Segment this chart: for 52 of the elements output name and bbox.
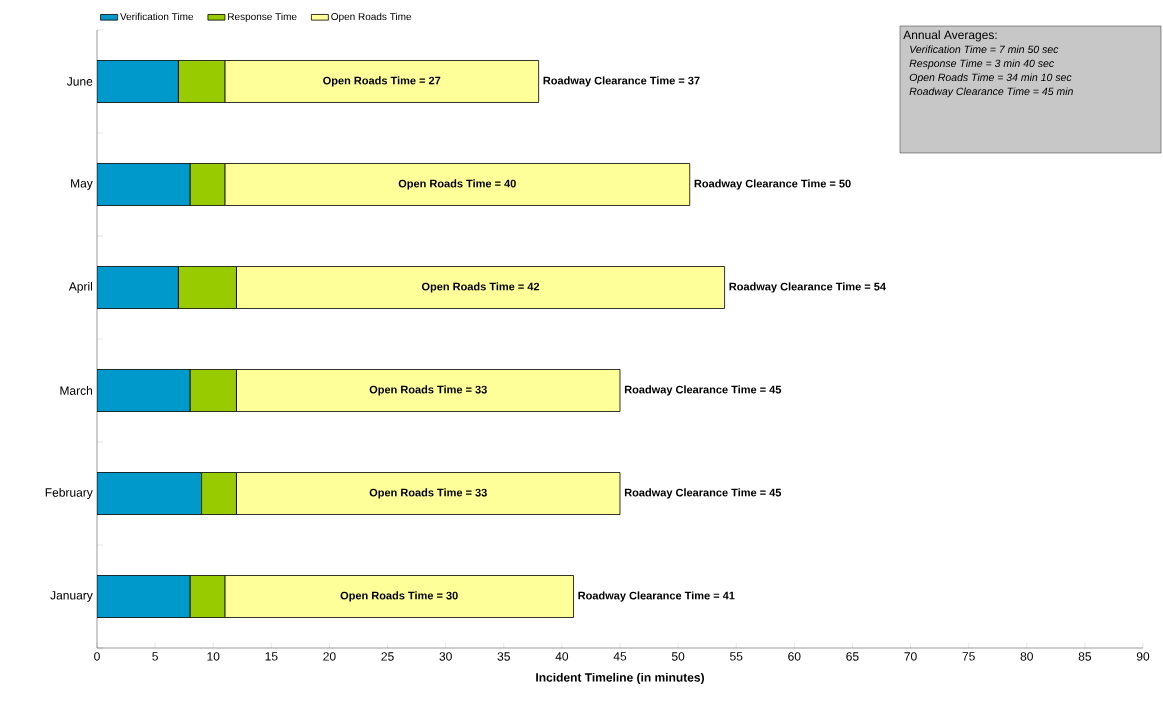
x-tick-label: 75 <box>962 652 975 661</box>
y-tick-label: April <box>68 281 92 294</box>
x-tick-label: 65 <box>846 652 859 661</box>
y-tick-label: May <box>71 179 93 190</box>
total-label: Roadway Clearance Time = 54 <box>729 282 886 293</box>
x-tick-label: 70 <box>904 652 917 661</box>
x-axis-title: Incident Timeline (in minutes) <box>536 672 704 685</box>
total-label: Roadway Clearance Time = 45 <box>624 385 782 396</box>
annotation: Annual Averages: <box>903 30 997 42</box>
bar <box>97 472 202 515</box>
total-label: Roadway Clearance Time = 50 <box>694 179 851 190</box>
x-tick-label: 50 <box>671 652 685 661</box>
bar <box>97 266 179 309</box>
total-label: Roadway Clearance Time = 41 <box>578 591 735 602</box>
x-tick-label: 80 <box>1020 652 1033 661</box>
y-tick-label: June <box>66 77 93 86</box>
x-tick-label: 60 <box>788 652 801 661</box>
x-tick-label: 15 <box>265 652 278 661</box>
x-tick-label: 90 <box>1136 652 1150 661</box>
annotation: Verification Time = 7 min 50 sec <box>910 45 1059 54</box>
data-label: Open Roads Time = 27 <box>323 76 441 87</box>
x-tick-label: 20 <box>323 652 336 661</box>
x-tick-label: 10 <box>207 652 220 661</box>
legend-label: Open Roads Time <box>331 12 412 23</box>
bar <box>97 575 191 618</box>
bar <box>97 369 191 412</box>
annotation: Roadway Clearance Time = 45 min <box>909 87 1073 98</box>
data-label: Open Roads Time = 33 <box>369 385 487 396</box>
data-label: Open Roads Time = 40 <box>398 179 516 190</box>
x-tick-label: 0 <box>94 652 100 661</box>
data-label: Open Roads Time = 30 <box>340 591 458 602</box>
x-tick-label: 55 <box>730 652 743 661</box>
bar <box>97 163 191 206</box>
total-label: Roadway Clearance Time = 45 <box>624 488 782 499</box>
y-tick-label: February <box>45 487 93 500</box>
annotation: Open Roads Time = 34 min 10 sec <box>909 73 1072 84</box>
x-tick-label: 85 <box>1078 652 1092 661</box>
x-tick-label: 45 <box>613 652 627 661</box>
x-tick-label: 5 <box>152 652 158 661</box>
data-label: Open Roads Time = 42 <box>421 282 540 293</box>
data-label: Open Roads Time = 33 <box>369 488 487 499</box>
x-tick-label: 40 <box>555 652 569 661</box>
y-tick-label: January <box>50 591 93 602</box>
bar <box>97 60 179 103</box>
y-tick-label: March <box>60 386 93 395</box>
legend-label: Response Time <box>228 12 297 23</box>
legend-label: Verification Time <box>120 12 194 21</box>
total-label: Roadway Clearance Time = 37 <box>543 76 700 87</box>
x-tick-label: 30 <box>439 652 452 661</box>
x-tick-label: 25 <box>381 652 394 661</box>
annotation: Response Time = 3 min 40 sec <box>909 59 1054 70</box>
x-tick-label: 35 <box>497 652 510 661</box>
